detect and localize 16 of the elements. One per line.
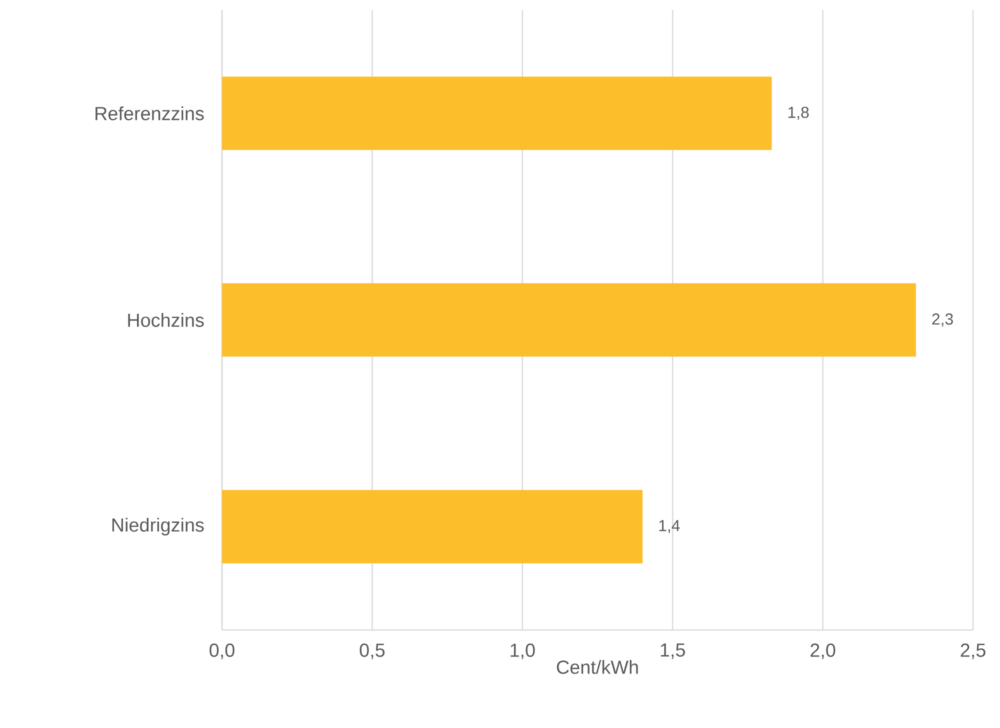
y-tick-label: Referenzzins <box>96 106 204 120</box>
x-tick-label: 1,5 <box>660 644 685 659</box>
data-label: 2,3 <box>932 313 953 327</box>
y-tick-label: Niedrigzins <box>112 518 204 536</box>
bar <box>222 76 772 150</box>
x-axis-title: Cent/kWh <box>556 660 638 674</box>
y-tick-label: Hochzins <box>128 313 204 327</box>
bar <box>222 490 643 564</box>
x-tick-label: 2,5 <box>960 644 986 660</box>
bar <box>222 283 916 357</box>
x-tick-label: 2,0 <box>810 644 836 660</box>
x-tick-label: 0,0 <box>210 644 234 660</box>
data-label: 1,8 <box>788 106 809 120</box>
x-tick-label: 1,0 <box>510 644 535 660</box>
data-label: 1,4 <box>659 520 680 534</box>
x-tick-label: 0,5 <box>360 644 385 660</box>
